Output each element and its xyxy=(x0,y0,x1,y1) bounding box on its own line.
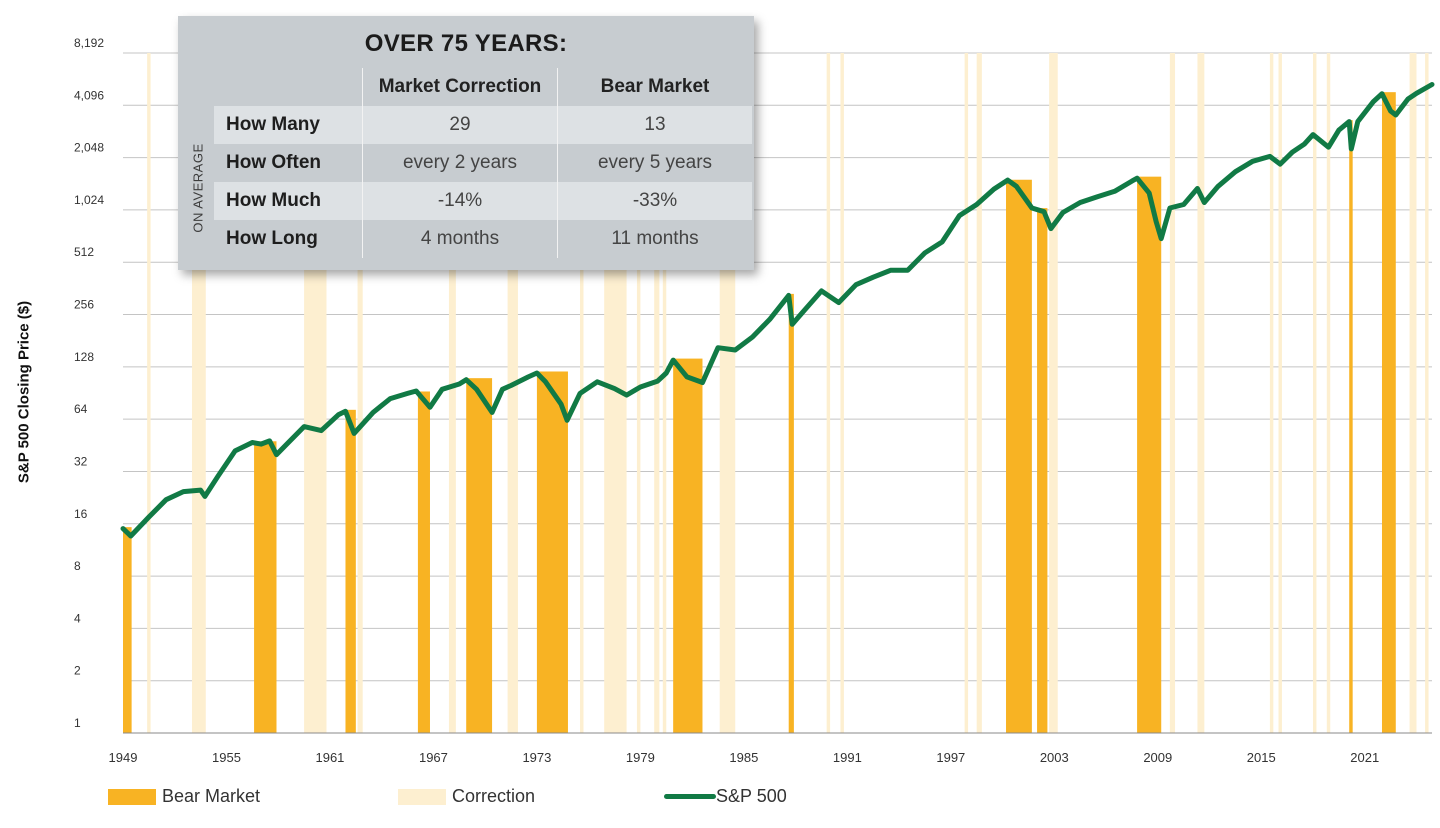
y-tick-label: 8 xyxy=(74,559,81,573)
correction-band xyxy=(1169,53,1176,733)
y-tick-label: 8,192 xyxy=(74,36,104,50)
correction-band xyxy=(1269,53,1274,733)
bear-market-band xyxy=(1349,120,1353,733)
correction-band xyxy=(1197,53,1205,733)
correction-band xyxy=(840,53,844,733)
y-tick-label: 1 xyxy=(74,716,81,730)
stats-row: How Many 29 13 xyxy=(214,106,752,144)
correction-band xyxy=(662,53,667,733)
correction-band xyxy=(1313,53,1317,733)
bear-market-band xyxy=(536,371,568,733)
stats-header-correction: Market Correction xyxy=(362,68,558,106)
stats-row-label: How Many xyxy=(214,106,363,144)
correction-band xyxy=(147,53,151,733)
y-tick-label: 2,048 xyxy=(74,141,104,155)
stats-cell-correction: every 2 years xyxy=(362,144,558,182)
y-tick-label: 64 xyxy=(74,402,88,416)
correction-band xyxy=(976,53,982,733)
bear-market-band xyxy=(345,409,356,733)
bear-market-band xyxy=(1381,92,1396,733)
y-tick-label: 1,024 xyxy=(74,193,104,207)
x-tick-label: 1985 xyxy=(729,750,758,765)
sp500-line xyxy=(120,82,1435,539)
stats-cell-correction: 4 months xyxy=(362,220,558,258)
correction-band xyxy=(964,53,969,733)
legend: Bear Market Correction S&P 500 xyxy=(0,786,1440,810)
correction-band xyxy=(636,53,641,733)
bear-market-band xyxy=(417,391,430,733)
correction-band xyxy=(357,53,363,733)
x-tick-label: 1997 xyxy=(936,750,965,765)
legend-swatch-bear xyxy=(108,788,156,805)
correction-band xyxy=(654,53,660,733)
y-tick-label: 2 xyxy=(74,664,81,678)
legend-swatch-correction xyxy=(398,788,446,805)
y-tick-label: 4 xyxy=(74,611,81,625)
side-label: ON AVERAGE xyxy=(190,143,206,233)
bear-market-band xyxy=(673,358,703,733)
stats-cell-bear: -33% xyxy=(557,182,752,220)
x-tick-label: 1979 xyxy=(626,750,655,765)
y-tick-label: 32 xyxy=(74,454,88,468)
x-tick-label: 2003 xyxy=(1040,750,1069,765)
stats-row: How Much -14% -33% xyxy=(214,182,752,220)
x-tick-label: 1949 xyxy=(109,750,138,765)
x-tick-label: 2015 xyxy=(1247,750,1276,765)
correction-band xyxy=(1326,53,1331,733)
correction-band xyxy=(826,53,831,733)
stats-row: How Often every 2 years every 5 years xyxy=(214,144,752,182)
correction-band xyxy=(1409,53,1417,733)
stats-header-bear: Bear Market xyxy=(557,68,752,106)
stats-cell-correction: 29 xyxy=(362,106,558,144)
bear-market-band xyxy=(254,441,277,733)
bear-market-band xyxy=(1037,208,1048,733)
bear-market-band xyxy=(123,527,132,733)
stats-cell-correction: -14% xyxy=(362,182,558,220)
panel-title: OVER 75 YEARS: xyxy=(364,30,568,57)
bear-market-band xyxy=(466,378,493,733)
legend-item-sp500: S&P 500 xyxy=(664,786,787,807)
y-tick-label: 4,096 xyxy=(74,88,104,102)
stats-row-label: How Much xyxy=(214,182,363,220)
legend-item-bear: Bear Market xyxy=(108,786,260,807)
legend-label-bear: Bear Market xyxy=(162,786,261,806)
bear-market-band xyxy=(1006,179,1032,733)
correction-band xyxy=(1425,53,1429,733)
y-tick-label: 16 xyxy=(74,507,88,521)
x-tick-label: 2021 xyxy=(1350,750,1379,765)
stats-panel: OVER 75 YEARS: ON AVERAGE Market Correct… xyxy=(178,16,754,270)
bear-market-band xyxy=(1137,176,1162,733)
stats-table: Market Correction Bear Market How Many 2… xyxy=(214,68,752,258)
y-tick-label: 512 xyxy=(74,245,94,259)
correction-band xyxy=(1049,53,1058,733)
legend-item-correction: Correction xyxy=(398,786,535,807)
legend-swatch-sp500 xyxy=(664,794,716,799)
correction-band xyxy=(448,53,456,733)
y-tick-label: 128 xyxy=(74,350,94,364)
y-tick-label: 256 xyxy=(74,298,94,312)
stats-cell-bear: every 5 years xyxy=(557,144,752,182)
stats-cell-bear: 11 months xyxy=(557,220,752,258)
x-tick-label: 1991 xyxy=(833,750,862,765)
stats-row: How Long 4 months 11 months xyxy=(214,220,752,258)
stats-header-blank xyxy=(214,68,363,106)
correction-band xyxy=(1278,53,1282,733)
stats-cell-bear: 13 xyxy=(557,106,752,144)
bear-market-band xyxy=(788,293,794,733)
legend-label-correction: Correction xyxy=(452,786,536,806)
x-tick-label: 1967 xyxy=(419,750,448,765)
x-tick-label: 1961 xyxy=(315,750,344,765)
correction-band xyxy=(507,53,518,733)
x-tick-label: 2009 xyxy=(1143,750,1172,765)
x-tick-label: 1973 xyxy=(522,750,551,765)
stats-row-label: How Long xyxy=(226,228,318,249)
legend-label-sp500: S&P 500 xyxy=(716,786,787,806)
x-tick-label: 1955 xyxy=(212,750,241,765)
y-axis-label: S&P 500 Closing Price ($) xyxy=(15,300,33,484)
stats-header-row: Market Correction Bear Market xyxy=(214,68,752,106)
stats-row-label: How Often xyxy=(226,152,321,173)
